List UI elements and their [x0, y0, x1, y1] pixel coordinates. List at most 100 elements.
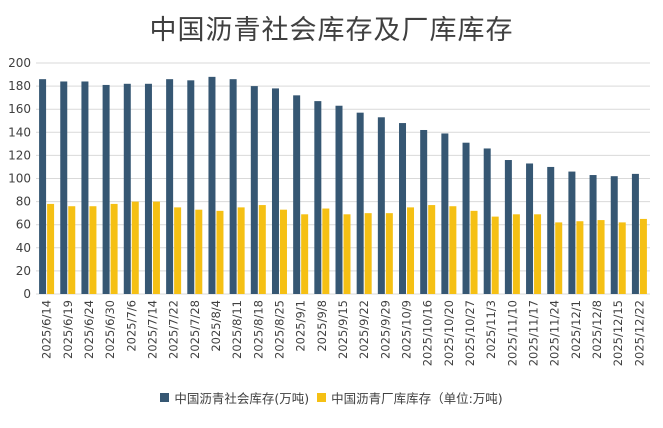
x-tick-label: 2025/10/16 [421, 300, 435, 366]
y-tick-label: 40 [16, 241, 31, 255]
x-tick-label: 2025/9/29 [378, 300, 392, 359]
bar-factory-inventory [512, 214, 520, 294]
x-tick-label: 2025/6/24 [82, 300, 96, 359]
x-tick-label: 2025/6/19 [61, 300, 75, 359]
x-tick-label: 2025/7/22 [167, 300, 181, 359]
bar-factory-inventory [449, 206, 457, 294]
bar-social-inventory [335, 105, 343, 294]
x-tick-label: 2025/12/22 [632, 300, 646, 366]
bar-factory-inventory [385, 213, 393, 294]
bar-factory-inventory [639, 218, 647, 294]
legend-swatch-factory-inventory [317, 393, 327, 402]
bar-social-inventory [123, 83, 131, 294]
bar-social-inventory [144, 83, 152, 294]
x-tick-label: 2025/11/17 [527, 300, 541, 366]
y-tick-label: 180 [8, 79, 31, 93]
bar-factory-inventory [555, 222, 563, 294]
bar-factory-inventory [89, 206, 97, 294]
bar-factory-inventory [195, 209, 203, 294]
legend-item-factory-inventory: 中国沥青厂库库存（单位:万吨) [317, 388, 503, 407]
bar-social-inventory [377, 117, 385, 294]
legend: 中国沥青社会库存(万吨) 中国沥青厂库库存（单位:万吨) [0, 388, 663, 407]
x-tick-label: 2025/12/8 [590, 300, 604, 359]
x-tick-label: 2025/11/3 [484, 300, 498, 359]
bar-social-inventory [229, 79, 237, 294]
x-tick-label: 2025/6/14 [40, 300, 54, 359]
bar-factory-inventory [428, 205, 436, 294]
bar-social-inventory [504, 160, 512, 294]
x-tick-label: 2025/9/22 [357, 300, 371, 359]
x-tick-label: 2025/11/10 [505, 300, 519, 366]
bar-factory-inventory [174, 207, 182, 294]
legend-swatch-social-inventory [160, 393, 170, 402]
y-tick-label: 0 [23, 287, 31, 301]
x-tick-label: 2025/9/8 [315, 300, 329, 352]
y-tick-label: 140 [8, 125, 31, 139]
bar-factory-inventory [491, 216, 499, 294]
bar-social-inventory [610, 176, 618, 294]
y-tick-label: 80 [16, 195, 31, 209]
bar-factory-inventory [258, 205, 266, 294]
bar-factory-inventory [301, 214, 309, 294]
bar-factory-inventory [47, 203, 55, 294]
x-tick-label: 2025/10/27 [463, 300, 477, 366]
x-tick-label: 2025/9/1 [294, 300, 308, 352]
bar-factory-inventory [279, 209, 287, 294]
x-tick-label: 2025/8/18 [251, 300, 265, 359]
bar-social-inventory [568, 171, 576, 294]
y-tick-label: 100 [8, 172, 31, 186]
x-tick-label: 2025/12/1 [569, 300, 583, 359]
bar-social-inventory [60, 81, 68, 294]
bar-factory-inventory [68, 206, 76, 294]
y-tick-label: 60 [16, 218, 31, 232]
bar-social-inventory [271, 88, 279, 294]
bar-factory-inventory [364, 213, 372, 294]
bar-social-inventory [166, 79, 174, 294]
bar-factory-inventory [152, 201, 160, 294]
x-tick-label: 2025/8/11 [230, 300, 244, 359]
x-tick-label: 2025/8/4 [209, 300, 223, 352]
x-tick-label: 2025/7/28 [188, 300, 202, 359]
bar-factory-inventory [534, 214, 542, 294]
chart-title: 中国沥青社会库存及厂库库存 [149, 15, 514, 46]
bar-social-inventory [81, 81, 89, 294]
bar-factory-inventory [131, 201, 139, 294]
bar-social-inventory [589, 175, 597, 294]
bar-social-inventory [462, 142, 470, 294]
bar-social-inventory [631, 173, 639, 294]
legend-label-factory-inventory: 中国沥青厂库库存（单位:万吨) [331, 391, 503, 406]
bar-social-inventory [356, 112, 364, 294]
x-tick-label: 2025/6/30 [103, 300, 117, 359]
bar-factory-inventory [343, 214, 351, 294]
bar-social-inventory [526, 163, 534, 294]
bar-social-inventory [399, 123, 407, 294]
y-tick-label: 160 [8, 102, 31, 116]
bar-social-inventory [420, 129, 428, 294]
bar-social-inventory [441, 133, 449, 294]
x-tick-label: 2025/11/24 [548, 300, 562, 366]
legend-item-social-inventory: 中国沥青社会库存(万吨) [160, 388, 309, 407]
bar-factory-inventory [237, 207, 245, 294]
y-tick-label: 200 [8, 56, 31, 70]
bar-factory-inventory [597, 220, 605, 294]
legend-label-social-inventory: 中国沥青社会库存(万吨) [174, 391, 310, 406]
bar-factory-inventory [110, 203, 118, 294]
bar-social-inventory [314, 101, 322, 295]
y-tick-label: 120 [8, 148, 31, 162]
bar-social-inventory [102, 84, 110, 294]
x-tick-label: 2025/7/14 [145, 300, 159, 359]
bar-factory-inventory [216, 210, 224, 294]
bar-social-inventory [250, 86, 258, 294]
x-tick-label: 2025/9/15 [336, 300, 350, 359]
x-tick-label: 2025/8/25 [272, 300, 286, 359]
x-tick-label: 2025/10/20 [442, 300, 456, 366]
bar-factory-inventory [470, 210, 478, 294]
x-tick-label: 2025/7/6 [124, 300, 138, 352]
bar-factory-inventory [618, 222, 626, 294]
bar-social-inventory [39, 79, 47, 294]
bar-social-inventory [187, 80, 195, 294]
bar-social-inventory [547, 166, 555, 294]
x-tick-label: 2025/10/9 [400, 300, 414, 359]
bar-factory-inventory [576, 221, 584, 294]
